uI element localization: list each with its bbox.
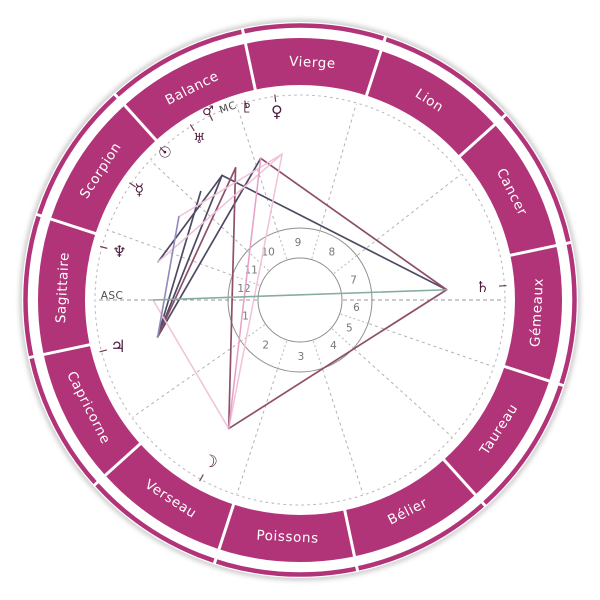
aspect-moon-saturn (227, 288, 448, 430)
planet-pluto-icon: ♇ (241, 102, 253, 117)
house-number-5: 5 (346, 323, 353, 335)
planet-tick-jupiter (99, 349, 108, 353)
aspect-venus-neptune (157, 153, 283, 263)
sign-separator (342, 508, 360, 572)
planet-saturn-icon: ♄ (476, 278, 489, 296)
sign-separator (240, 28, 258, 92)
sign-separator (92, 441, 143, 487)
aspect-mercury-jupiter (156, 215, 180, 338)
house-ring-separator (277, 340, 288, 368)
planet-tick-sun (159, 146, 166, 154)
planet-neptune-icon: ♆ (112, 242, 126, 261)
sign-separator (364, 35, 388, 98)
house-ring-separator (331, 328, 354, 348)
planet-tick-moon (199, 474, 204, 482)
sign-label-6: Poissons (256, 528, 319, 547)
axis-label-asc: ASC (101, 290, 123, 302)
house-ring-separator (247, 251, 269, 272)
house-number-6: 6 (353, 302, 360, 314)
aspect-venus-mercury (178, 153, 283, 218)
aspect-uranus-jupiter (156, 174, 223, 338)
planet-mercury-icon: ☿ (134, 180, 144, 199)
degree-dashed-circle (94, 94, 506, 506)
sign-label-9: Gémeaux (527, 277, 547, 347)
house-number-12: 12 (237, 283, 250, 295)
planet-glyphs: ☉ ♅ ☿ ♂ ♇ ♀ ♆ ♃ ☽ ♄ (99, 94, 507, 482)
wheel-disc (22, 22, 578, 578)
axis-labels: ASC MC (101, 99, 238, 302)
aspect-uranus-saturn (221, 174, 448, 291)
house-number-3: 3 (298, 351, 305, 363)
house-ring-outer-circle (227, 227, 373, 373)
sign-separator (457, 113, 508, 159)
zodiac-band (38, 38, 562, 562)
sign-separator (508, 240, 572, 258)
planet-jupiter-icon: ♃ (110, 337, 125, 357)
axis-label-mc: MC (218, 99, 238, 116)
aspect-mars-jupiter (156, 167, 237, 338)
aspect-pluto-moon (227, 157, 262, 430)
sign-separator (441, 457, 487, 508)
planet-venus-icon: ♀ (271, 102, 283, 121)
sign-label-0: Vierge (289, 54, 337, 72)
planet-moon-icon: ☽ (203, 452, 218, 472)
planet-tick-mars (208, 113, 214, 121)
house-ring-separator (311, 231, 321, 259)
aspect-uranus-neptune (157, 174, 223, 263)
aspect-pluto-saturn (259, 157, 448, 291)
planet-tick-neptune (99, 245, 108, 249)
sign-separator (35, 212, 98, 236)
wheel-shadow (19, 19, 581, 581)
aspect-mars-moon (227, 167, 237, 430)
aspect-lines (152, 153, 448, 430)
planet-uranus-icon: ♅ (193, 131, 206, 147)
sign-separator (113, 92, 159, 143)
sign-separator (28, 342, 92, 360)
sign-separator (502, 364, 565, 388)
planet-tick-saturn (498, 284, 507, 287)
house-number-4: 4 (330, 340, 337, 352)
sign-separator (212, 502, 236, 565)
house-ring-inner-circle (257, 257, 343, 343)
house-ring-separator (340, 313, 368, 324)
house-ring-separator (333, 255, 357, 274)
planet-tick-uranus (189, 124, 195, 132)
aspect-moon-asc (152, 299, 230, 430)
house-number-8: 8 (329, 247, 336, 259)
house-ring-separator (312, 340, 323, 368)
planet-tick-mercury (129, 182, 136, 188)
house-number-9: 9 (295, 237, 302, 249)
house-number-10: 10 (261, 247, 274, 259)
house-ring-separator (277, 232, 288, 260)
aspect-sun-jupiter (156, 190, 202, 338)
sign-label-3: Sagittaire (53, 252, 73, 324)
house-number-7: 7 (350, 275, 357, 287)
aspect-venus-moon (227, 153, 283, 430)
planet-tick-venus (274, 94, 277, 103)
planet-sun-icon: ☉ (158, 144, 171, 162)
zodiac-outer-thin-ring (23, 23, 577, 577)
planet-mars-icon: ♂ (202, 104, 214, 119)
house-number-2: 2 (262, 340, 269, 352)
house-number-1: 1 (242, 311, 249, 323)
aspect-asc-saturn (152, 288, 448, 301)
planet-tick-pluto (244, 100, 248, 108)
